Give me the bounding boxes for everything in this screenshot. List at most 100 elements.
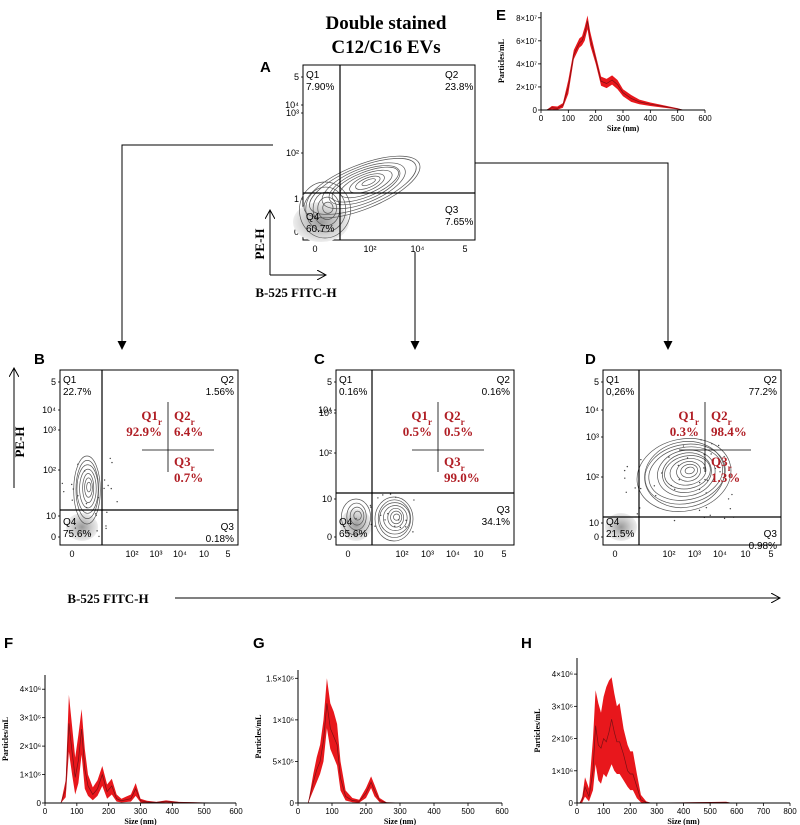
a-quadrant-q4-name: Q4 bbox=[306, 212, 320, 223]
f-error-band bbox=[60, 694, 224, 803]
e-y-tick-label: 2×10⁷ bbox=[516, 83, 537, 92]
c-x-tick-label: 10 bbox=[473, 549, 483, 559]
b-x-tick-label: 10⁴ bbox=[173, 549, 187, 559]
h-y-tick-label: 1×10⁶ bbox=[552, 767, 573, 776]
row-x-axis-label: B-525 FITC-H bbox=[67, 591, 148, 606]
a-contour-line bbox=[299, 181, 351, 239]
c-event-dot bbox=[377, 497, 379, 499]
f-y-tick-label: 2×10⁶ bbox=[20, 742, 41, 751]
b-contour-line bbox=[82, 473, 95, 503]
c-contour-line bbox=[377, 499, 411, 538]
a-quadrant-q2-value: 23.8% bbox=[445, 82, 473, 93]
c-event-dot bbox=[355, 517, 357, 520]
e-y-tick-label: 6×10⁷ bbox=[516, 37, 537, 46]
c-event-dot bbox=[355, 529, 357, 532]
f-y-tick-label: 3×10⁶ bbox=[20, 714, 41, 723]
panel-letter-e: E bbox=[496, 7, 506, 24]
f-x-tick-label: 0 bbox=[43, 807, 48, 816]
d-contour-line bbox=[657, 449, 716, 497]
b-event-dot bbox=[77, 495, 79, 497]
d-event-dot bbox=[729, 508, 732, 510]
d-event-dot bbox=[661, 472, 663, 474]
h-x-tick-label: 200 bbox=[624, 807, 638, 816]
d-region-q2-value: 98.4% bbox=[711, 424, 747, 439]
c-event-dot bbox=[369, 504, 372, 507]
d-event-dot bbox=[678, 479, 680, 481]
c-y-tick-label: 10³ bbox=[319, 408, 332, 418]
d-event-dot bbox=[624, 477, 626, 479]
c-quadrant-q4-value: 65.6% bbox=[339, 529, 367, 540]
d-event-dot bbox=[719, 471, 721, 473]
d-event-dot bbox=[719, 466, 721, 469]
a-contour-line bbox=[322, 201, 334, 214]
b-event-dot bbox=[105, 525, 107, 527]
c-region-q3-name: Q3r bbox=[444, 454, 465, 473]
b-quadrant-q4-name: Q4 bbox=[63, 517, 77, 528]
d-event-dot bbox=[723, 455, 725, 458]
e-x-tick-label: 500 bbox=[671, 114, 685, 123]
d-contour-line bbox=[644, 443, 726, 505]
h-x-tick-label: 500 bbox=[703, 807, 717, 816]
a-quadrant-q3-value: 7.65% bbox=[445, 217, 473, 228]
a-contour-line bbox=[328, 165, 401, 206]
d-event-dot bbox=[710, 453, 712, 455]
a-contour-line bbox=[305, 186, 347, 233]
d-event-dot bbox=[705, 492, 707, 494]
b-event-dot bbox=[72, 522, 75, 525]
d-event-dot bbox=[698, 488, 701, 491]
c-contour-line bbox=[349, 506, 365, 526]
panel-letter-g: G bbox=[253, 635, 265, 652]
e-x-tick-label: 100 bbox=[562, 114, 576, 123]
a-contour-line bbox=[361, 178, 376, 187]
h-x-tick-label: 0 bbox=[575, 807, 580, 816]
d-event-dot bbox=[700, 439, 702, 441]
b-event-dot bbox=[98, 535, 100, 538]
b-x-tick-label: 10 bbox=[199, 549, 209, 559]
nta-plot-g: 0 100 200 300 400 500 600 0 5×10⁵ 1×10⁶ 1.5×10⁶ Siz… bbox=[254, 670, 509, 825]
d-x-tick-label: 10 bbox=[740, 549, 750, 559]
c-event-dot bbox=[369, 506, 372, 508]
b-event-dot bbox=[106, 511, 108, 514]
a-quadrant-q4-value: 60.7% bbox=[306, 224, 334, 235]
a-contour-line bbox=[303, 155, 421, 219]
d-event-dot bbox=[668, 456, 670, 458]
b-x-tick-label: 5 bbox=[225, 549, 230, 559]
a-quadrant-q1-name: Q1 bbox=[306, 70, 320, 81]
d-y-tick-label: 0 bbox=[594, 532, 599, 542]
f-y-tick-label: 0 bbox=[37, 799, 42, 808]
a-quadrant-q2-name: Q2 bbox=[445, 70, 459, 81]
d-event-dot bbox=[704, 478, 706, 481]
f-x-tick-label: 600 bbox=[229, 807, 243, 816]
d-event-dot bbox=[731, 493, 733, 496]
b-event-dot bbox=[94, 513, 97, 515]
h-mean-line bbox=[579, 719, 732, 804]
b-y-tick-label: 10³ bbox=[43, 425, 56, 435]
d-contour-line bbox=[684, 466, 695, 475]
e-x-tick-label: 600 bbox=[698, 114, 712, 123]
c-contour-line bbox=[341, 498, 371, 536]
f-x-tick-label: 300 bbox=[134, 807, 148, 816]
b-quadrant-q3-name: Q3 bbox=[221, 522, 235, 533]
f-x-tick-label: 100 bbox=[70, 807, 84, 816]
d-x-tick-label: 5 bbox=[768, 549, 773, 559]
a-y-tick-label: 0 bbox=[294, 227, 299, 237]
h-error-band bbox=[579, 677, 732, 803]
g-error-band bbox=[308, 678, 400, 803]
a-contour-line bbox=[309, 158, 417, 215]
h-x-tick-label: 700 bbox=[757, 807, 771, 816]
g-mean-line bbox=[307, 703, 401, 804]
a-contour-line bbox=[355, 175, 381, 190]
b-event-dot bbox=[109, 457, 111, 460]
flow-plot-d: 0 10 10² 10³ 10⁴ 5 0 10² 10³ 10⁴ 10 5 Q10,26% Q277.2%… bbox=[585, 369, 782, 559]
c-contour-line bbox=[390, 510, 403, 525]
h-x-axis-label: Size (nm) bbox=[667, 817, 700, 825]
panel-letter-d: D bbox=[585, 351, 596, 368]
nta-plot-h: 0 100 200 300 400 500 600 700 800 0 1×10⁶ 2×10⁶ 3×10… bbox=[533, 658, 797, 825]
c-contour-line bbox=[379, 502, 411, 535]
b-contour-line bbox=[76, 464, 99, 514]
nta-plot-f: 0 100 200 300 400 500 600 0 1×10⁶ 2×10⁶ 3×10⁶ 4×10⁶… bbox=[1, 675, 243, 825]
d-event-dot bbox=[703, 467, 705, 469]
connector-arrow-d bbox=[475, 162, 673, 350]
